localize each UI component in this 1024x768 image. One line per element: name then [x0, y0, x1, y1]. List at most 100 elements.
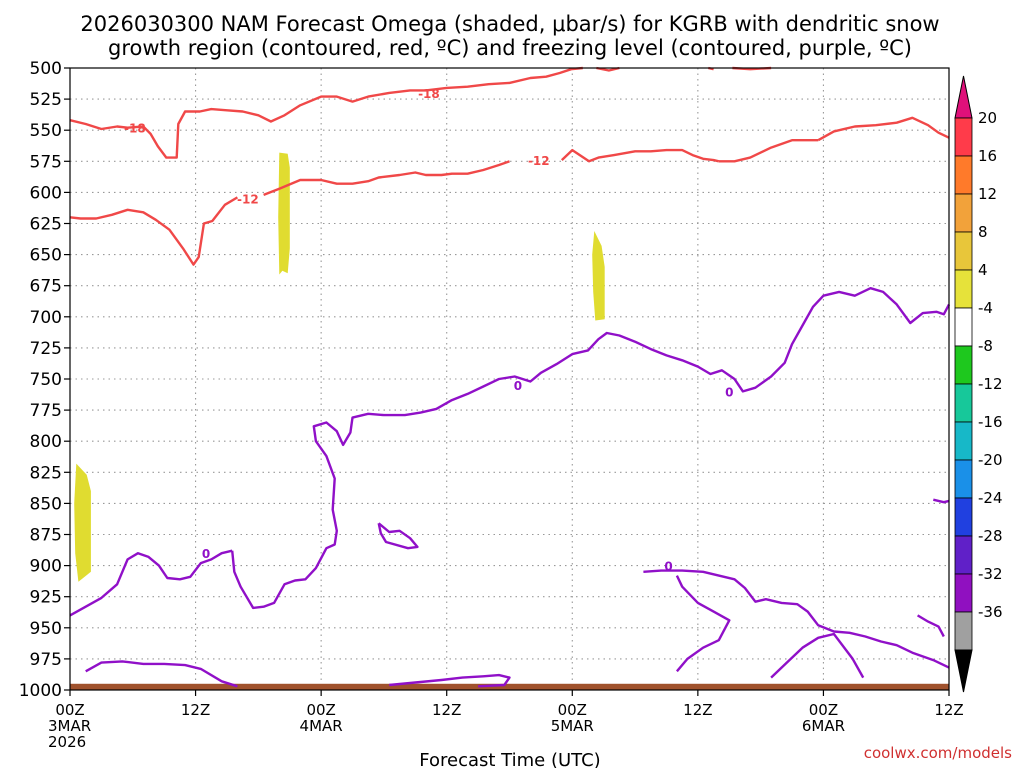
- colorbar-swatch: [954, 193, 973, 233]
- colorbar-swatch: [954, 459, 973, 499]
- colorbar-swatch: [954, 269, 973, 309]
- colorbar-swatch: [954, 497, 973, 537]
- y-tick-label: 625: [30, 215, 62, 235]
- y-tick-label: 875: [30, 526, 62, 546]
- freezing-level-contour: [69, 549, 233, 617]
- freezing-level-contour: [933, 498, 950, 504]
- x-tick-label: 2026: [48, 733, 86, 751]
- colorbar-label: -24: [978, 489, 1003, 507]
- contour-label: 0: [202, 547, 210, 561]
- colorbar-top-arrow: [954, 75, 973, 119]
- contour-label: 0: [514, 379, 522, 393]
- y-tick-label: 575: [30, 152, 62, 172]
- colorbar-label: 16: [978, 147, 997, 165]
- y-tick-label: 775: [30, 401, 62, 421]
- x-tick-label: 00Z: [306, 701, 335, 719]
- y-tick-label: 1000: [19, 681, 62, 701]
- colorbar-label: -16: [978, 413, 1003, 431]
- dendritic-contour-minus18: [817, 116, 950, 142]
- x-tick-label: 00Z: [55, 701, 84, 719]
- colorbar-label: 4: [978, 261, 988, 279]
- contour-label: -18: [124, 122, 146, 136]
- y-tick-label: 675: [30, 277, 62, 297]
- contour-label: 0: [664, 560, 672, 574]
- colorbar-swatch: [954, 573, 973, 613]
- colorbar-label: -20: [978, 451, 1003, 469]
- y-tick-label: 925: [30, 588, 62, 608]
- freezing-level-contour: [675, 575, 731, 673]
- y-tick-label: 950: [30, 619, 62, 639]
- y-tick-label: 825: [30, 463, 62, 483]
- colorbar-label: 12: [978, 185, 997, 203]
- y-tick-label: 525: [30, 90, 62, 110]
- colorbar-swatch: [954, 383, 973, 423]
- colorbar-label: 20: [978, 109, 997, 127]
- omega-shaded-region: [278, 152, 290, 275]
- dendritic-contour-minus12: [263, 160, 510, 197]
- x-tick-label: 6MAR: [802, 717, 845, 735]
- y-tick-label: 550: [30, 121, 62, 141]
- y-tick-label: 700: [30, 308, 62, 328]
- x-tick-label: 4MAR: [300, 717, 343, 735]
- dendritic-contour-minus18: [596, 66, 620, 72]
- colorbar-swatch: [954, 345, 973, 385]
- contour-label: 0: [725, 385, 733, 399]
- credit-text: coolwx.com/models: [864, 744, 1012, 762]
- ground-strip: [70, 683, 949, 690]
- dendritic-contour-minus18: [718, 139, 819, 163]
- freezing-level-contour: [231, 287, 951, 610]
- dendritic-contour-minus12: [560, 148, 720, 163]
- freezing-level-contour: [643, 569, 950, 669]
- y-tick-label: 600: [30, 183, 62, 203]
- colorbar-bottom-arrow: [954, 649, 973, 693]
- freezing-level-contour: [85, 660, 238, 688]
- y-tick-label: 800: [30, 432, 62, 452]
- omega-shaded-region: [74, 463, 91, 582]
- colorbar-label: -32: [978, 565, 1003, 583]
- x-tick-label: 00Z: [809, 701, 838, 719]
- colorbar-label: -12: [978, 375, 1003, 393]
- contour-label: -12: [528, 154, 550, 168]
- x-axis-label: Forecast Time (UTC): [419, 750, 600, 768]
- x-tick-label: 3MAR: [48, 717, 91, 735]
- chart-title-line-1: 2026030300 NAM Forecast Omega (shaded, μ…: [80, 12, 939, 36]
- y-tick-label: 975: [30, 650, 62, 670]
- chart-title-line-2: growth region (contoured, red, ºC) and f…: [108, 36, 912, 60]
- colorbar-label: -28: [978, 527, 1003, 545]
- x-tick-label: 12Z: [683, 701, 712, 719]
- x-tick-label: 00Z: [558, 701, 587, 719]
- y-tick-label: 500: [30, 59, 62, 79]
- omega-shaded-region: [592, 231, 605, 321]
- dendritic-contour-minus18: [69, 66, 583, 159]
- contour-label: -18: [418, 87, 440, 101]
- freezing-level-contour: [377, 522, 419, 550]
- colorbar: 20 16 12 8 4 -4 -8 -12 -16 -20 -24 -28 -32 -36: [954, 75, 1003, 693]
- y-tick-label: 850: [30, 494, 62, 514]
- contour-label: -12: [237, 193, 259, 207]
- colorbar-label: 8: [978, 223, 988, 241]
- x-tick-label: 12Z: [181, 701, 210, 719]
- y-tick-label: 900: [30, 557, 62, 577]
- x-tick-label: 12Z: [432, 701, 461, 719]
- y-tick-label: 725: [30, 339, 62, 359]
- x-tick-label: 5MAR: [551, 717, 594, 735]
- colorbar-label: -4: [978, 299, 993, 317]
- colorbar-swatch: [954, 231, 973, 271]
- colorbar-swatch: [954, 117, 973, 157]
- colorbar-swatch: [954, 611, 973, 651]
- dendritic-contour-minus12: [69, 196, 239, 266]
- freezing-level-contour: [770, 632, 865, 679]
- colorbar-swatch: [954, 421, 973, 461]
- x-tick-label: 12Z: [934, 701, 963, 719]
- y-axis: 500 525 550 575 600 625 650 675 700 725 750 775 800 8…: [19, 59, 70, 701]
- colorbar-label: -36: [978, 603, 1003, 621]
- y-tick-label: 650: [30, 246, 62, 266]
- freezing-level-contour: [916, 614, 945, 638]
- colorbar-swatch: [954, 155, 973, 195]
- y-tick-label: 750: [30, 370, 62, 390]
- colorbar-swatch: [954, 307, 973, 347]
- colorbar-label: -8: [978, 337, 993, 355]
- plot-area: -18 -18 -12 -12 0 0 0 0: [69, 66, 951, 691]
